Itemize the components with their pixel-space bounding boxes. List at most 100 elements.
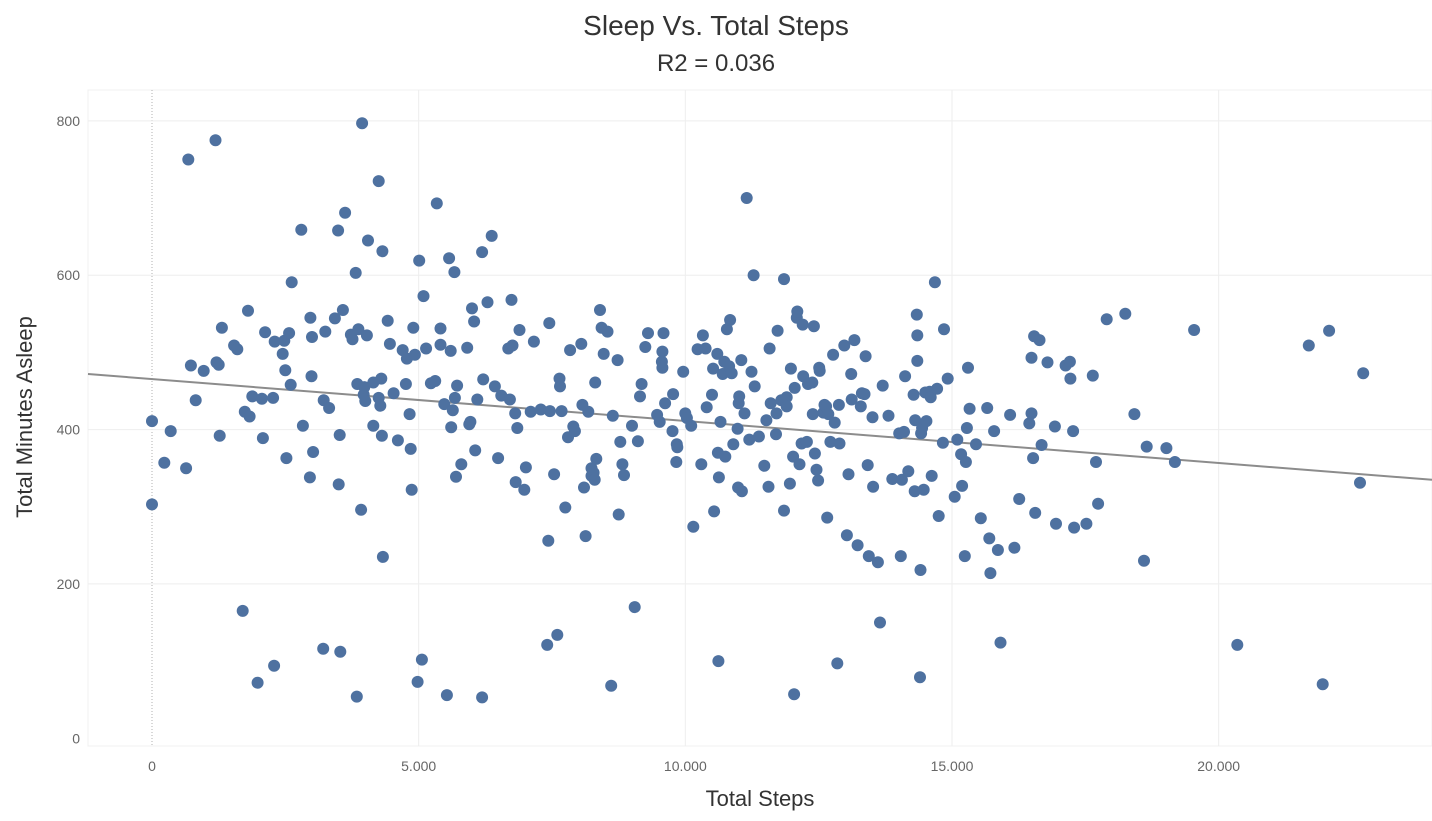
data-point — [628, 601, 641, 614]
data-point — [279, 364, 292, 377]
data-point — [808, 447, 821, 460]
data-point — [938, 323, 950, 336]
data-point — [708, 505, 721, 518]
data-point — [146, 498, 158, 511]
data-point — [589, 376, 602, 389]
data-point — [854, 400, 867, 413]
data-point — [910, 308, 923, 321]
data-point — [1119, 307, 1132, 320]
data-point — [296, 419, 309, 432]
data-point — [542, 534, 555, 547]
x-axis-label: Total Steps — [706, 786, 815, 811]
data-point — [1160, 442, 1173, 455]
data-point — [861, 459, 874, 472]
data-point — [1140, 440, 1153, 453]
data-point — [626, 419, 638, 432]
data-point — [988, 425, 1001, 438]
x-tick-label: 15.000 — [931, 758, 974, 774]
data-point — [408, 348, 421, 361]
data-point — [770, 428, 782, 441]
data-point — [387, 387, 400, 400]
data-point — [1027, 452, 1040, 465]
data-point — [1025, 407, 1038, 420]
data-point — [791, 305, 804, 318]
data-point — [642, 327, 654, 340]
data-point — [899, 370, 912, 383]
data-point — [770, 407, 783, 420]
data-point — [213, 429, 226, 442]
data-point — [445, 421, 458, 434]
data-point — [925, 469, 938, 482]
data-point — [821, 511, 834, 524]
data-point — [824, 435, 837, 448]
y-tick-label: 800 — [57, 113, 81, 129]
x-tick-label: 0 — [148, 758, 156, 774]
x-tick-label: 5.000 — [401, 758, 436, 774]
data-point — [285, 276, 298, 289]
data-point — [707, 362, 720, 375]
data-point — [420, 342, 433, 355]
data-point — [866, 411, 879, 424]
data-point — [962, 361, 974, 374]
data-point — [543, 317, 556, 330]
y-axis-label: Total Minutes Asleep — [12, 316, 37, 518]
data-point — [1041, 356, 1054, 369]
data-point — [268, 335, 281, 348]
data-point — [559, 501, 572, 514]
data-point — [1033, 334, 1046, 347]
data-point — [991, 544, 1004, 556]
data-point — [886, 473, 899, 485]
data-point — [476, 691, 489, 704]
data-point — [352, 323, 365, 336]
data-point — [871, 556, 884, 569]
data-point — [981, 402, 994, 414]
data-point — [1068, 521, 1081, 534]
data-point — [827, 348, 840, 361]
data-point — [1086, 369, 1099, 382]
data-point — [948, 490, 961, 503]
data-point — [840, 529, 853, 542]
data-point — [914, 671, 926, 684]
data-point — [505, 293, 518, 306]
data-point — [477, 373, 490, 386]
data-point — [283, 327, 296, 340]
data-point — [184, 359, 197, 372]
data-point — [994, 636, 1007, 649]
data-point — [492, 452, 505, 465]
data-point — [391, 434, 404, 447]
data-point — [735, 485, 748, 498]
data-point — [959, 456, 972, 468]
data-point — [845, 393, 858, 406]
data-point — [399, 378, 412, 390]
data-point — [936, 436, 949, 449]
data-point — [1063, 355, 1076, 368]
y-tick-label: 600 — [57, 267, 81, 283]
data-point — [862, 550, 875, 563]
data-point — [706, 388, 718, 401]
data-point — [350, 690, 363, 703]
data-point — [443, 252, 456, 265]
data-point — [590, 452, 603, 465]
data-point — [670, 456, 683, 468]
data-point — [771, 324, 784, 337]
data-point — [317, 642, 330, 655]
data-point — [963, 402, 976, 415]
data-point — [375, 429, 388, 442]
data-point — [659, 397, 672, 410]
data-point — [784, 362, 797, 375]
data-point — [813, 364, 826, 377]
data-point — [874, 616, 886, 629]
data-point — [356, 117, 369, 130]
data-point — [358, 381, 371, 394]
data-point — [908, 485, 921, 498]
data-point — [911, 354, 924, 367]
data-point — [444, 344, 457, 357]
data-point — [541, 638, 554, 651]
data-point — [780, 391, 793, 404]
y-tick-label: 0 — [72, 730, 80, 746]
data-point — [1064, 372, 1077, 385]
data-point — [332, 224, 345, 237]
data-point — [243, 410, 256, 423]
data-point — [434, 338, 447, 351]
data-point — [974, 512, 987, 525]
